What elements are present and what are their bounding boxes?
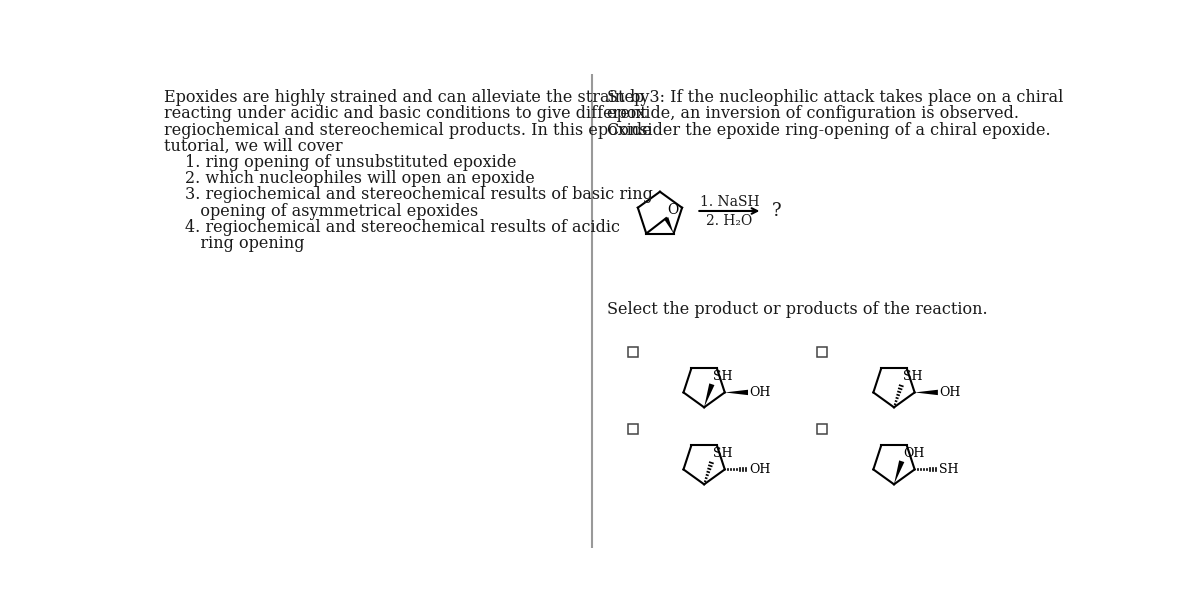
Polygon shape — [704, 383, 714, 407]
Text: SH: SH — [940, 463, 959, 476]
Text: ring opening: ring opening — [185, 235, 305, 252]
Text: 3. regiochemical and stereochemical results of basic ring: 3. regiochemical and stereochemical resu… — [185, 186, 653, 203]
Text: opening of asymmetrical epoxides: opening of asymmetrical epoxides — [185, 203, 478, 219]
Text: OH: OH — [750, 386, 770, 399]
Text: 4. regiochemical and stereochemical results of acidic: 4. regiochemical and stereochemical resu… — [185, 219, 620, 236]
Text: 1. ring opening of unsubstituted epoxide: 1. ring opening of unsubstituted epoxide — [185, 154, 516, 171]
Text: Consider the epoxide ring-opening of a chiral epoxide.: Consider the epoxide ring-opening of a c… — [607, 121, 1051, 139]
Text: SH: SH — [904, 370, 923, 383]
Text: regiochemical and stereochemical products. In this epoxide: regiochemical and stereochemical product… — [164, 121, 652, 139]
Polygon shape — [894, 460, 905, 484]
Text: SH: SH — [714, 447, 733, 460]
Polygon shape — [664, 217, 673, 233]
Text: epoxide, an inversion of configuration is observed.: epoxide, an inversion of configuration i… — [607, 105, 1019, 123]
Text: Select the product or products of the reaction.: Select the product or products of the re… — [607, 301, 988, 318]
Text: 2. H₂O: 2. H₂O — [706, 214, 752, 228]
Text: 1. NaSH: 1. NaSH — [700, 195, 760, 209]
Polygon shape — [914, 390, 938, 395]
Text: tutorial, we will cover: tutorial, we will cover — [164, 138, 342, 155]
Text: Epoxides are highly strained and can alleviate the strain by: Epoxides are highly strained and can all… — [164, 89, 649, 107]
Text: reacting under acidic and basic conditions to give different: reacting under acidic and basic conditio… — [164, 105, 647, 123]
Bar — [628, 424, 638, 434]
Text: OH: OH — [750, 463, 770, 476]
Text: Step 3: If the nucleophilic attack takes place on a chiral: Step 3: If the nucleophilic attack takes… — [607, 89, 1063, 107]
Text: ?: ? — [772, 202, 781, 220]
Text: OH: OH — [904, 447, 925, 460]
Text: OH: OH — [940, 386, 961, 399]
Bar — [816, 424, 827, 434]
Text: 2. which nucleophiles will open an epoxide: 2. which nucleophiles will open an epoxi… — [185, 170, 535, 187]
Polygon shape — [725, 390, 748, 395]
Bar — [628, 347, 638, 357]
Bar — [816, 347, 827, 357]
Text: SH: SH — [714, 370, 733, 383]
Text: O: O — [667, 203, 678, 217]
